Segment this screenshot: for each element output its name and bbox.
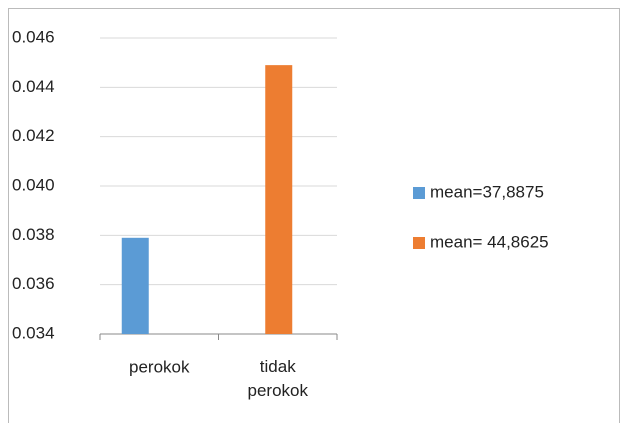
legend-label: mean=37,8875 bbox=[430, 182, 544, 201]
y-tick-label: 0.042 bbox=[12, 126, 55, 145]
y-tick-label: 0.040 bbox=[12, 175, 55, 194]
legend-label: mean= 44,8625 bbox=[430, 232, 549, 251]
y-tick-label: 0.038 bbox=[12, 225, 55, 244]
bar bbox=[265, 65, 293, 334]
y-tick-label: 0.034 bbox=[12, 323, 55, 342]
y-tick-label: 0.044 bbox=[12, 77, 55, 96]
y-tick-label: 0.046 bbox=[12, 27, 55, 46]
x-tick-label: tidak perokok bbox=[248, 357, 309, 400]
bar bbox=[121, 237, 149, 334]
legend-swatch bbox=[413, 187, 425, 199]
y-tick-label: 0.036 bbox=[12, 274, 55, 293]
legend-swatch bbox=[413, 237, 425, 249]
x-tick-label: perokok bbox=[129, 357, 190, 376]
chart-frame bbox=[8, 8, 620, 423]
